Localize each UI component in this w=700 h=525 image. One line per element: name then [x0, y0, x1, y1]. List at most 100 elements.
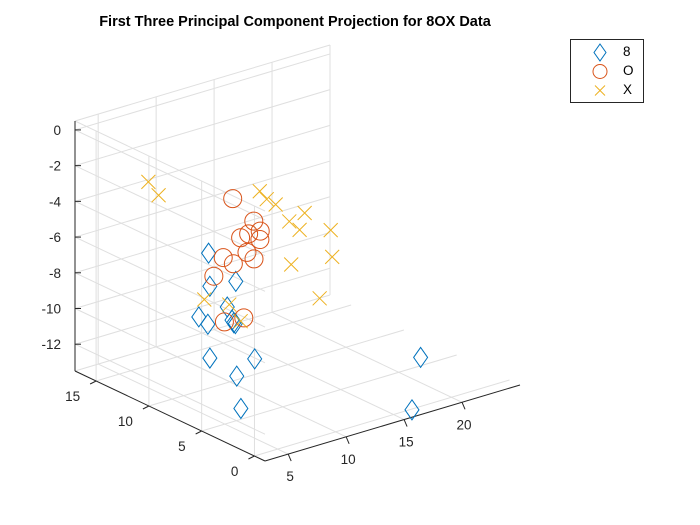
series-x-point [281, 214, 297, 229]
gridline-z-wall-left [74, 236, 266, 328]
series-8-point [404, 398, 420, 421]
series-o-point [234, 308, 254, 328]
gridline-x-floor [97, 363, 289, 455]
z-tick-label: 0 [53, 123, 61, 138]
series-x-point [292, 222, 307, 238]
gridline-y-floor [95, 304, 352, 382]
series-x-point [283, 257, 299, 272]
x-tick-mark [461, 402, 466, 410]
series-x-point [141, 174, 156, 190]
series-o-point [204, 266, 224, 286]
gridline-z-wall-back [74, 160, 331, 238]
gridline-y-floor [254, 379, 510, 457]
circle-marker-icon [592, 64, 608, 79]
series-x-point [324, 249, 340, 265]
series-o-point [223, 254, 243, 274]
z-tick-label: -8 [49, 266, 61, 281]
series-x-point [196, 292, 212, 307]
x-tick-mark [403, 419, 408, 427]
y-tick-mark [89, 380, 97, 385]
gridline-z-wall-back [74, 124, 331, 202]
series-o-point [237, 242, 257, 262]
y-axis-line [74, 370, 266, 462]
series-o-point [223, 189, 243, 209]
y-tick-mark [248, 455, 255, 460]
legend-label-1: O [623, 63, 634, 78]
y-tick-label: 0 [231, 464, 239, 479]
y-tick-label: 5 [178, 439, 186, 454]
tick-labels: 5 10 15 20 0 5 10 15 0 -2 -4 -6 -8 -10 -12 [41, 123, 471, 484]
series-8-point [202, 347, 218, 369]
z-tick-label: -10 [41, 302, 61, 317]
gridline-z-wall-back [74, 267, 331, 345]
x-tick-label: 15 [399, 435, 414, 450]
series-x-point [312, 290, 328, 306]
series-x-point [252, 183, 268, 199]
gridline-z-wall-back [74, 89, 331, 167]
series-o-point [250, 221, 270, 241]
x-tick-mark [287, 453, 292, 462]
gridline-z-wall-left [74, 200, 266, 292]
series-o-point [214, 312, 234, 332]
x-marker-icon [594, 85, 606, 96]
z-tick-label: -6 [49, 230, 61, 245]
legend-entry-2: X [571, 81, 643, 100]
legend-label-2: X [623, 82, 633, 97]
legend-label-0: 8 [623, 44, 631, 59]
series-8-point [233, 397, 249, 420]
chart-title: First Three Principal Component Projecti… [99, 14, 491, 30]
series-o-point [244, 211, 264, 231]
gridline-z-wall-left [74, 165, 266, 257]
gridline-z-wall-back [74, 53, 331, 131]
series-x-point [151, 187, 166, 203]
gridline-z-wall-back [74, 196, 331, 274]
gridline-x-floor [213, 329, 405, 420]
gridline-x-floor [271, 311, 463, 403]
series-x-point [323, 222, 339, 238]
x-tick-label: 20 [457, 417, 472, 432]
gridline-y-floor [148, 329, 405, 407]
grid-lines [74, 44, 510, 462]
series-8-point [202, 275, 218, 298]
series-o-point [213, 248, 233, 268]
series-8-point [200, 313, 216, 336]
series-o-point [231, 228, 251, 248]
series-8-point [200, 242, 217, 265]
series-x-point [259, 191, 275, 207]
series-o-point [250, 230, 270, 250]
series-x-point [297, 205, 313, 221]
series-8-point [247, 348, 263, 370]
box-top-edge [74, 120, 266, 212]
series-8-point [191, 306, 207, 328]
axes [74, 121, 521, 462]
legend-entry-0: 8 [571, 43, 643, 62]
gridline-z-wall-left [74, 272, 266, 364]
z-tick-label: -4 [49, 194, 61, 209]
gridline-y-floor [201, 354, 457, 432]
y-tick-mark [142, 405, 150, 410]
box-top-edge [74, 44, 331, 122]
series-o-point [244, 249, 264, 269]
z-tick-label: -12 [41, 337, 61, 352]
gridline-x-floor [155, 346, 347, 438]
x-tick-mark [345, 436, 350, 445]
gridline-z-wall-back [74, 232, 331, 309]
y-tick-label: 10 [118, 414, 133, 429]
series-8-point [228, 270, 244, 293]
y-tick-label: 15 [65, 389, 80, 404]
x-axis-line [264, 384, 521, 462]
z-tick-label: -2 [49, 159, 61, 174]
diamond-marker-icon [593, 43, 607, 62]
gridline-z-wall-left [74, 129, 266, 221]
data-points [141, 174, 429, 421]
series-x-point [268, 197, 284, 212]
series-8-point [413, 346, 429, 369]
y-tick-mark [195, 430, 202, 435]
series-x-point [233, 313, 249, 329]
x-tick-label: 5 [286, 469, 294, 484]
box-floor-edge [74, 294, 331, 372]
x-tick-label: 10 [341, 452, 356, 467]
legend: 8 O X [570, 39, 644, 103]
gridline-z-wall-left [74, 343, 266, 435]
